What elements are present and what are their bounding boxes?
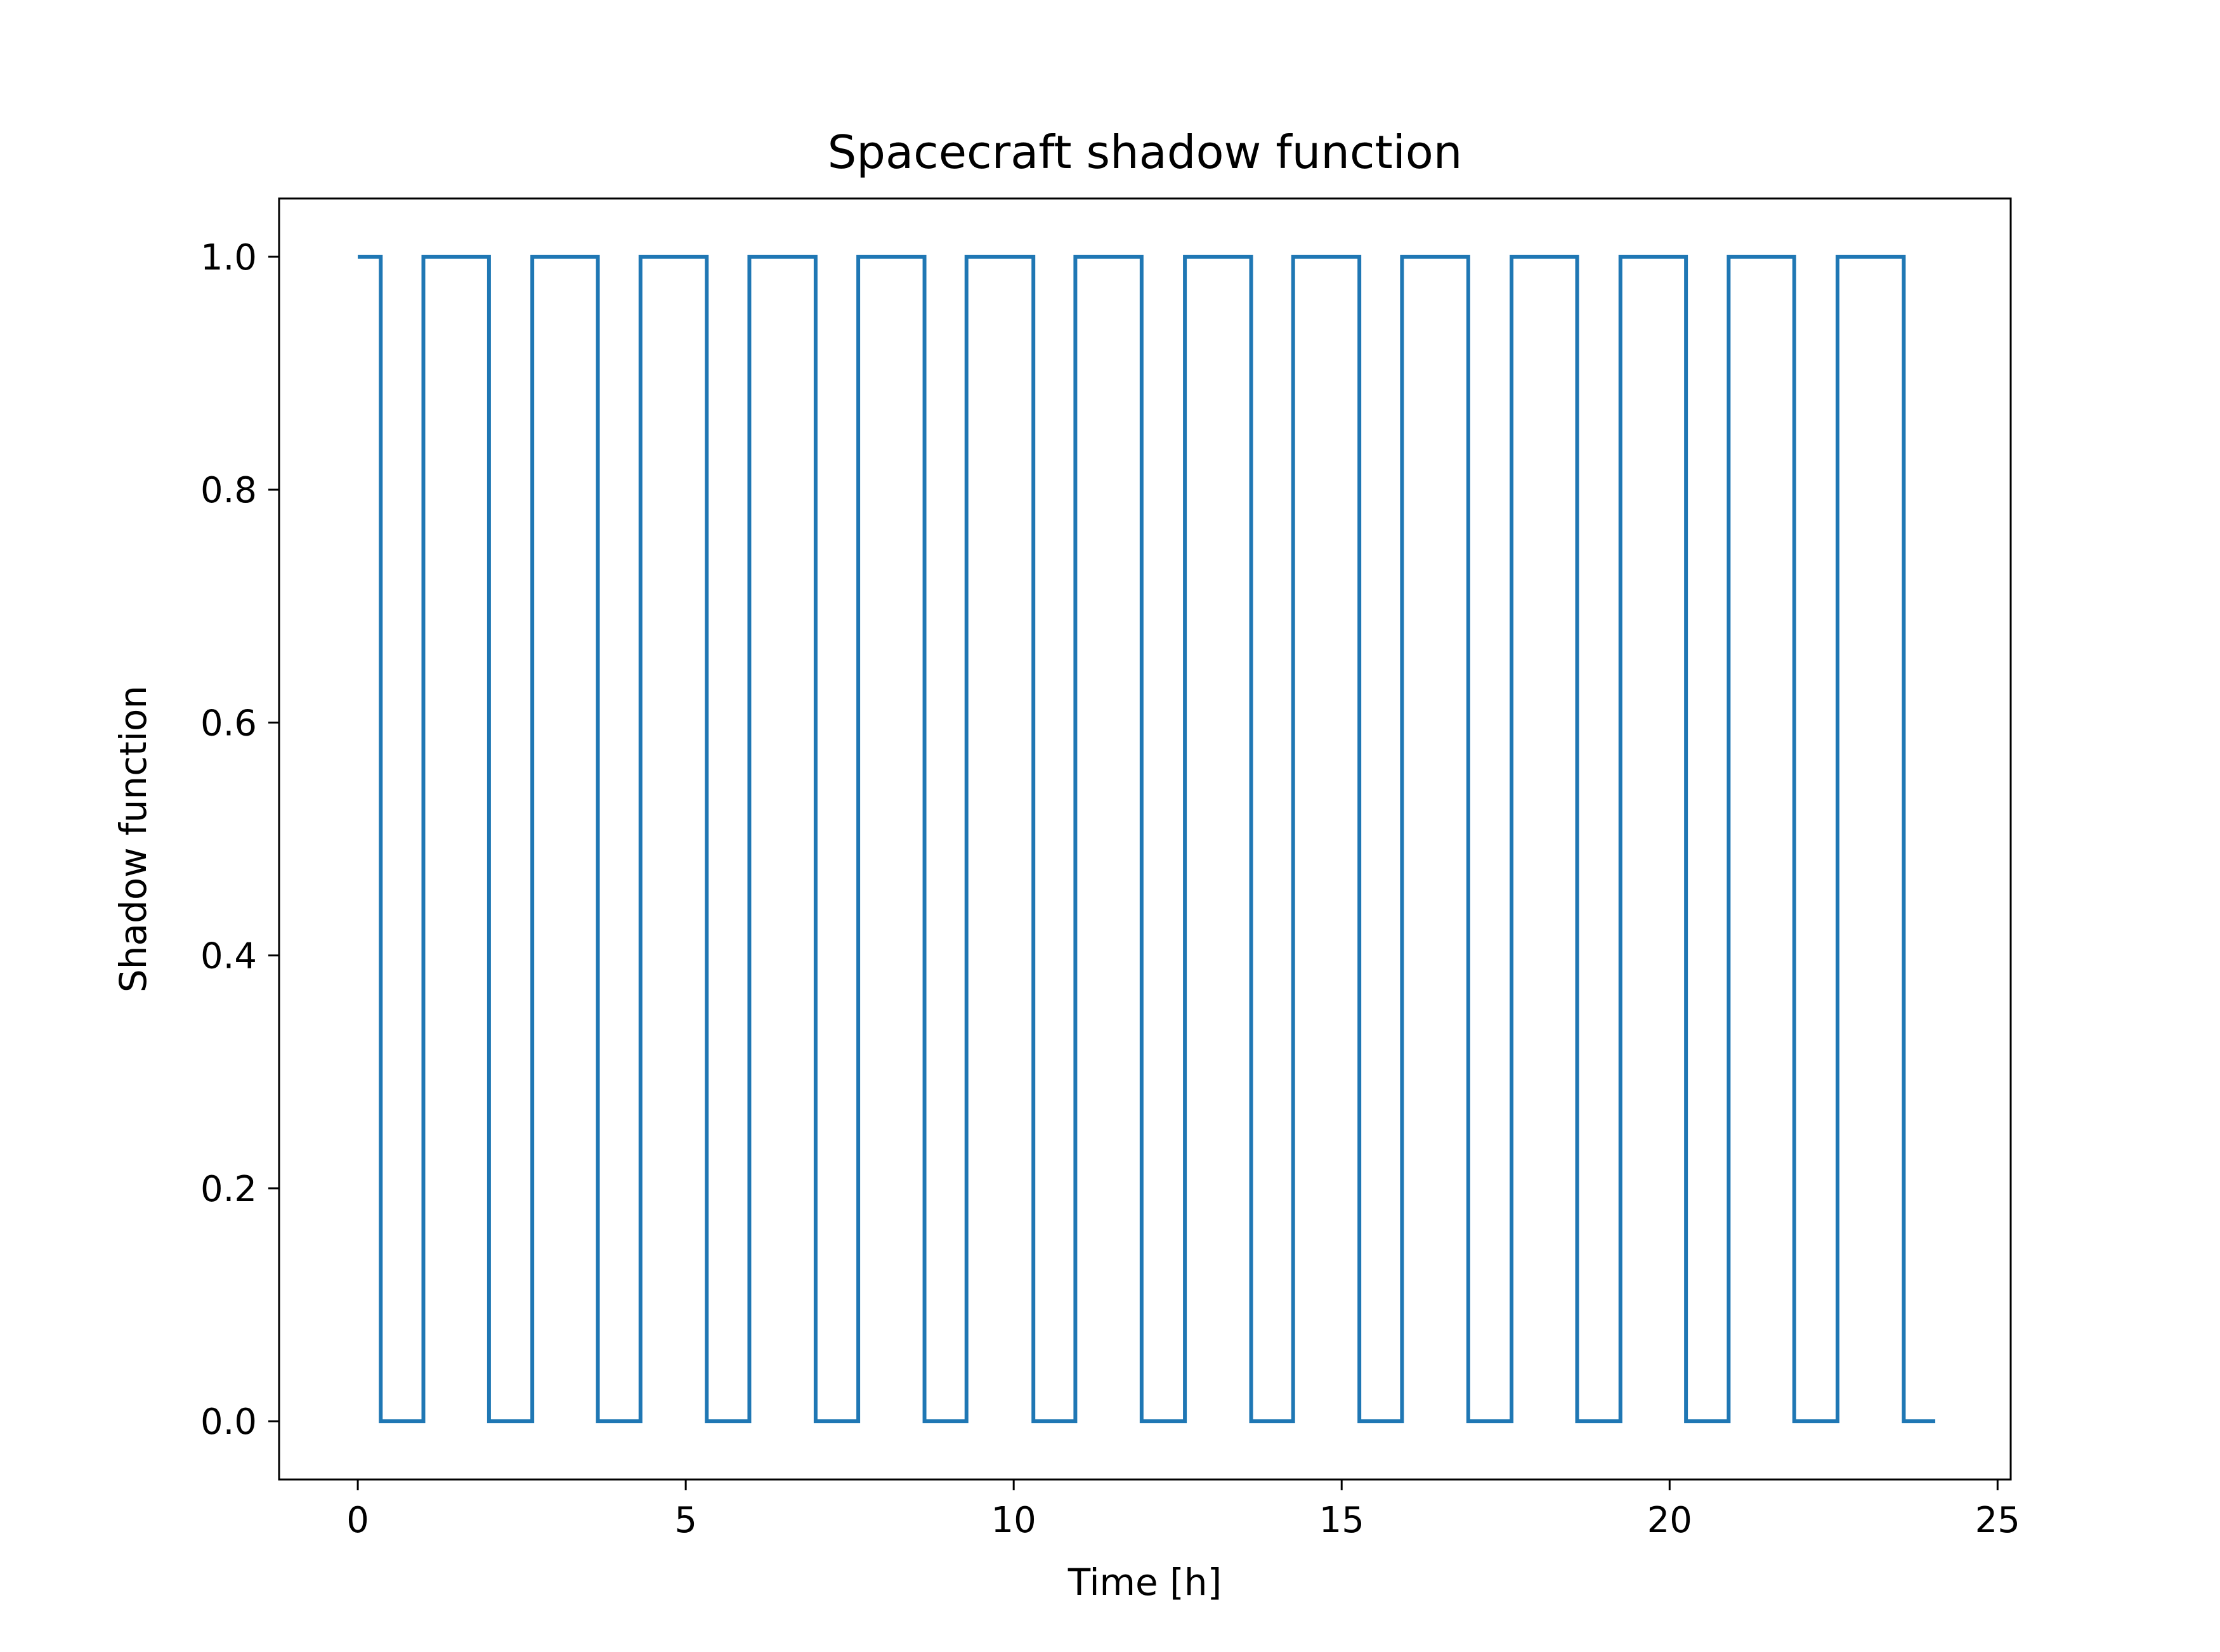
x-tick-label: 15 — [1319, 1500, 1364, 1541]
x-tick-label: 0 — [346, 1500, 369, 1541]
plot-area: 0 5 10 15 20 25 0.0 0.2 0.4 0.6 0.8 1.0 — [200, 197, 2020, 1541]
x-tick-label: 10 — [991, 1500, 1036, 1541]
y-tick-label: 0.4 — [200, 936, 257, 977]
chart-title: Spacecraft shadow function — [828, 126, 1463, 179]
axes-frame — [278, 197, 2012, 1481]
y-tick-label: 1.0 — [200, 237, 257, 278]
y-tick-label: 0.0 — [200, 1402, 257, 1443]
y-tick-label: 0.6 — [200, 703, 257, 744]
y-axis-label: Shadow function — [112, 686, 155, 992]
y-tick-label: 0.2 — [200, 1169, 257, 1210]
x-tick-label: 20 — [1647, 1500, 1692, 1541]
x-axis-label: Time [h] — [1068, 1561, 1222, 1604]
x-tick-label: 5 — [674, 1500, 697, 1541]
y-tick-label: 0.8 — [200, 470, 257, 511]
x-tick-label: 25 — [1975, 1500, 2020, 1541]
series-line-shadow-function — [358, 254, 1936, 1424]
